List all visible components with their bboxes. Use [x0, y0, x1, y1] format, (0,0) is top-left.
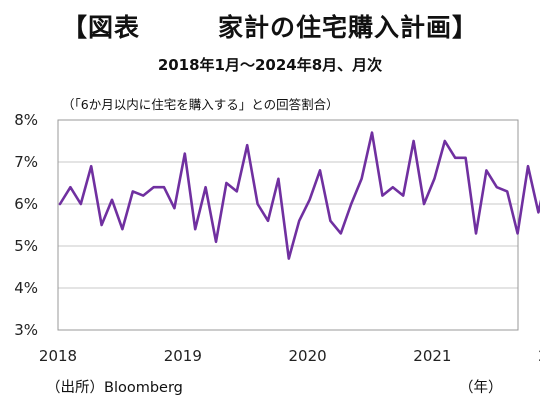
x-axis-unit-label: （年） [459, 380, 503, 396]
y-tick-label: 6% [14, 195, 38, 213]
x-tick-label: 2021 [413, 347, 451, 365]
y-tick-label: 5% [14, 237, 38, 255]
plot-frame [57, 119, 519, 331]
chart-title: 【図表 家計の住宅購入計画】 [61, 13, 478, 42]
x-tick-label: 2022 [538, 347, 540, 365]
y-tick-label: 8% [14, 111, 38, 129]
x-tick-label: 2018 [39, 347, 77, 365]
chart-subtitle: 2018年1月～2024年8月、月次 [157, 56, 383, 74]
y-tick-label: 4% [14, 279, 38, 297]
y-tick-label: 7% [14, 153, 38, 171]
y-tick-label: 3% [14, 321, 38, 339]
source-label: （出所）Bloomberg [46, 380, 183, 396]
x-tick-label: 2019 [164, 347, 202, 365]
x-tick-label: 2020 [289, 347, 327, 365]
chart-note: （「6か月以内に住宅を購入する」との回答割合） [62, 97, 339, 112]
series-line [58, 131, 540, 260]
